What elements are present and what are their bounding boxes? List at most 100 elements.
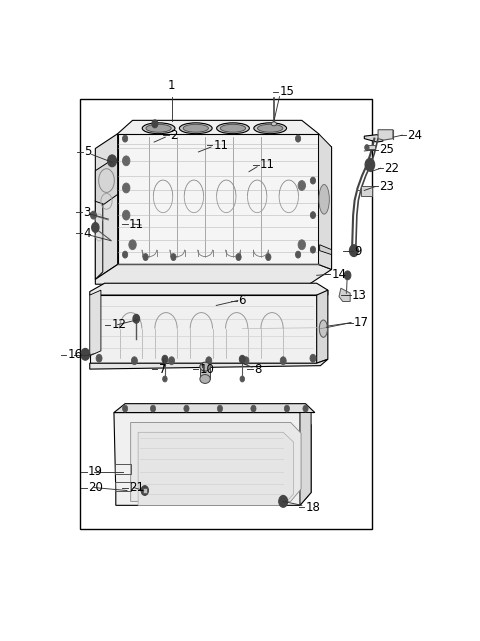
Circle shape — [122, 135, 128, 142]
Circle shape — [236, 254, 241, 260]
Text: 1: 1 — [168, 79, 175, 92]
Circle shape — [122, 183, 130, 193]
Circle shape — [91, 211, 96, 219]
Circle shape — [152, 120, 158, 128]
Text: 19: 19 — [88, 465, 103, 478]
Text: 11: 11 — [260, 158, 275, 171]
Circle shape — [129, 240, 136, 249]
Text: 3: 3 — [83, 206, 90, 219]
Text: 7: 7 — [158, 363, 166, 376]
Circle shape — [122, 210, 130, 220]
Text: 8: 8 — [254, 363, 262, 376]
Ellipse shape — [142, 123, 175, 134]
Circle shape — [184, 405, 189, 412]
Circle shape — [132, 357, 137, 365]
Circle shape — [162, 355, 168, 363]
Text: 11: 11 — [129, 217, 144, 231]
Text: 4: 4 — [83, 227, 91, 240]
Circle shape — [251, 405, 256, 412]
Polygon shape — [114, 404, 315, 413]
Circle shape — [311, 246, 315, 253]
Text: 5: 5 — [84, 146, 92, 158]
Polygon shape — [131, 422, 301, 501]
Ellipse shape — [183, 124, 208, 132]
Circle shape — [240, 376, 244, 382]
Circle shape — [280, 357, 286, 365]
Polygon shape — [82, 351, 88, 357]
Circle shape — [171, 254, 176, 260]
Circle shape — [296, 135, 300, 142]
Text: 16: 16 — [67, 348, 83, 362]
Polygon shape — [96, 265, 332, 284]
Circle shape — [310, 354, 316, 362]
Circle shape — [168, 357, 175, 365]
Circle shape — [284, 405, 289, 412]
Bar — [81, 99, 372, 529]
Circle shape — [296, 251, 300, 258]
Polygon shape — [200, 367, 210, 379]
Text: 20: 20 — [88, 481, 103, 494]
Polygon shape — [96, 193, 103, 279]
Text: 18: 18 — [305, 501, 320, 514]
Ellipse shape — [180, 123, 212, 134]
Polygon shape — [138, 432, 294, 505]
Polygon shape — [96, 134, 118, 279]
Polygon shape — [118, 134, 319, 265]
Circle shape — [122, 405, 128, 412]
Ellipse shape — [319, 185, 329, 214]
Polygon shape — [319, 138, 332, 269]
Polygon shape — [143, 488, 147, 492]
Text: 10: 10 — [200, 363, 215, 376]
Text: 23: 23 — [379, 180, 394, 193]
Circle shape — [122, 251, 128, 258]
Text: 21: 21 — [129, 481, 144, 494]
Text: 2: 2 — [170, 129, 177, 142]
Polygon shape — [90, 283, 328, 295]
Circle shape — [163, 376, 167, 382]
Circle shape — [217, 405, 223, 412]
Polygon shape — [364, 135, 383, 142]
Circle shape — [108, 155, 117, 167]
Polygon shape — [339, 288, 350, 301]
Polygon shape — [90, 295, 317, 363]
Polygon shape — [360, 185, 372, 196]
Circle shape — [266, 254, 271, 260]
Circle shape — [133, 314, 140, 323]
Polygon shape — [96, 160, 118, 204]
Polygon shape — [118, 121, 319, 138]
Ellipse shape — [200, 374, 210, 383]
Ellipse shape — [216, 123, 249, 134]
Polygon shape — [300, 413, 311, 505]
Ellipse shape — [254, 123, 287, 134]
Polygon shape — [90, 359, 328, 369]
Circle shape — [92, 222, 99, 233]
Polygon shape — [378, 129, 393, 140]
Ellipse shape — [319, 320, 327, 337]
Circle shape — [206, 357, 212, 365]
Circle shape — [96, 354, 102, 362]
Circle shape — [365, 144, 369, 151]
Text: 9: 9 — [354, 245, 361, 258]
Circle shape — [243, 357, 249, 365]
Polygon shape — [365, 145, 375, 149]
Text: 14: 14 — [332, 268, 347, 281]
Circle shape — [143, 254, 148, 260]
Ellipse shape — [220, 124, 246, 132]
Polygon shape — [114, 413, 311, 505]
Ellipse shape — [271, 122, 276, 126]
Circle shape — [365, 158, 375, 171]
Circle shape — [349, 245, 359, 256]
Text: 13: 13 — [352, 288, 367, 301]
Circle shape — [311, 212, 315, 219]
Circle shape — [81, 348, 90, 360]
Text: 6: 6 — [238, 294, 245, 307]
Ellipse shape — [258, 124, 283, 132]
Circle shape — [298, 181, 306, 190]
Text: 11: 11 — [213, 138, 228, 151]
Circle shape — [344, 271, 351, 279]
Circle shape — [150, 405, 156, 412]
Polygon shape — [317, 290, 328, 363]
Text: 22: 22 — [384, 162, 399, 175]
Circle shape — [311, 177, 315, 184]
Circle shape — [122, 156, 130, 166]
